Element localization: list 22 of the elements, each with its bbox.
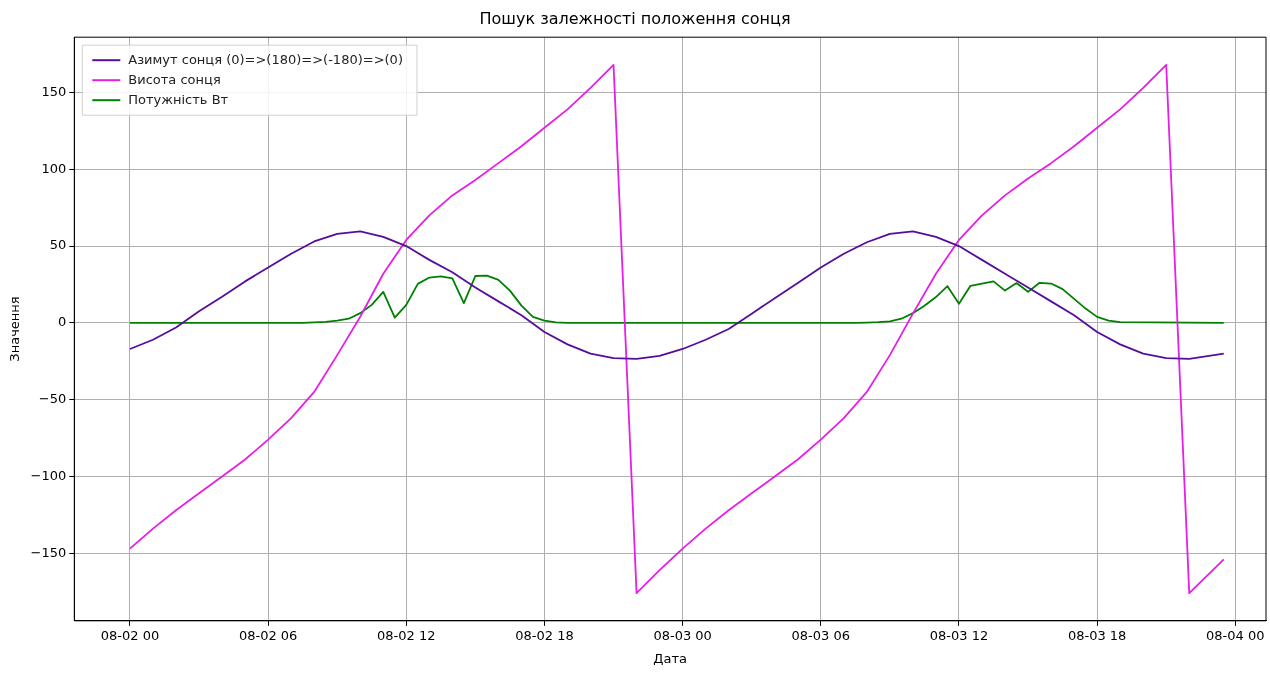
y-axis-title: Значення: [7, 296, 23, 362]
y-tick-label: 100: [41, 160, 67, 176]
x-tick-label: 08-04 00: [1206, 627, 1265, 643]
x-tick-label: 08-03 06: [791, 627, 851, 643]
x-tick-label: 08-03 18: [1067, 627, 1127, 643]
x-tick-label: 08-02 12: [377, 627, 436, 643]
legend-label: Потужність Вт: [128, 91, 229, 107]
legend-label: Висота сонця: [128, 71, 221, 87]
y-tick-label: 150: [41, 83, 67, 99]
y-tick-label: −150: [30, 544, 67, 560]
x-tick-label: 08-02 00: [100, 627, 160, 643]
chart-title: Пошук залежності положення сонця: [479, 8, 791, 28]
y-tick-label: 0: [58, 314, 67, 330]
x-tick-label: 08-03 12: [929, 627, 989, 643]
x-tick-label: 08-03 00: [653, 627, 712, 643]
legend-label: Азимут сонця (0)=>(180)=>(-180)=>(0): [128, 51, 403, 67]
y-tick-label: −100: [30, 467, 67, 483]
x-axis-title: Дата: [653, 650, 687, 666]
y-tick-label: −50: [38, 391, 67, 407]
x-tick-label: 08-02 18: [515, 627, 574, 643]
x-tick-label: 08-02 06: [238, 627, 298, 643]
y-tick-label: 50: [49, 237, 67, 253]
